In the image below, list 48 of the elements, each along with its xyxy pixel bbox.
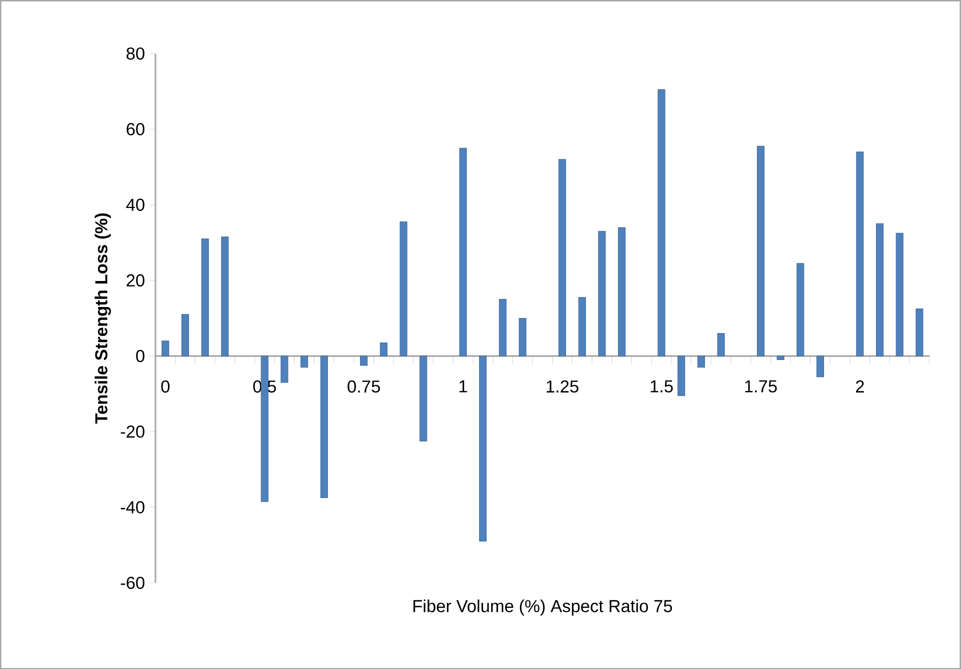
x-tick-label: 0.75 <box>348 380 380 392</box>
bar <box>181 314 189 356</box>
y-tick-label: -60 <box>120 576 144 589</box>
y-tick-label: 80 <box>126 47 144 60</box>
bar <box>162 340 170 356</box>
bar <box>380 342 388 356</box>
bar <box>697 356 705 368</box>
y-tick-label: 60 <box>126 122 144 136</box>
bar <box>280 356 288 383</box>
bar <box>598 230 606 356</box>
bar <box>400 221 408 356</box>
bar <box>300 356 308 368</box>
x-tick-label: 0 <box>161 380 170 392</box>
bar <box>796 262 804 356</box>
bar <box>221 236 229 356</box>
y-tick-label: 20 <box>126 274 144 286</box>
bar <box>896 232 904 356</box>
bar <box>678 356 686 396</box>
bar <box>201 238 209 356</box>
bar <box>816 356 824 377</box>
bar <box>916 308 924 356</box>
x-axis-title: Fiber Volume (%) Aspect Ratio 75 <box>413 599 672 616</box>
bar <box>578 296 586 356</box>
y-tick-label: -40 <box>120 500 144 514</box>
bar <box>518 318 526 356</box>
y-axis-title: Tensile Strength Loss (%) <box>94 213 111 424</box>
x-tick-label: 1.25 <box>546 380 578 392</box>
bar <box>618 227 626 356</box>
bar <box>776 356 784 360</box>
bar <box>459 148 467 356</box>
x-tick-label: 1 <box>460 380 468 392</box>
bar <box>756 146 764 356</box>
bar <box>558 158 566 356</box>
bar <box>876 223 884 356</box>
bar <box>856 151 864 356</box>
y-tick-label: -20 <box>120 425 144 438</box>
bar <box>360 356 368 366</box>
x-tick-label: 1.75 <box>745 380 777 392</box>
bar <box>479 356 487 542</box>
bar <box>498 298 506 356</box>
bar <box>717 332 725 356</box>
y-tick-label: 0 <box>136 350 144 362</box>
x-tick-label: 1.5 <box>650 380 673 392</box>
y-tick-label: 40 <box>126 198 144 211</box>
x-tick-label: 2 <box>856 380 864 392</box>
bar <box>320 356 328 498</box>
bar <box>420 356 428 442</box>
bar <box>658 89 666 356</box>
